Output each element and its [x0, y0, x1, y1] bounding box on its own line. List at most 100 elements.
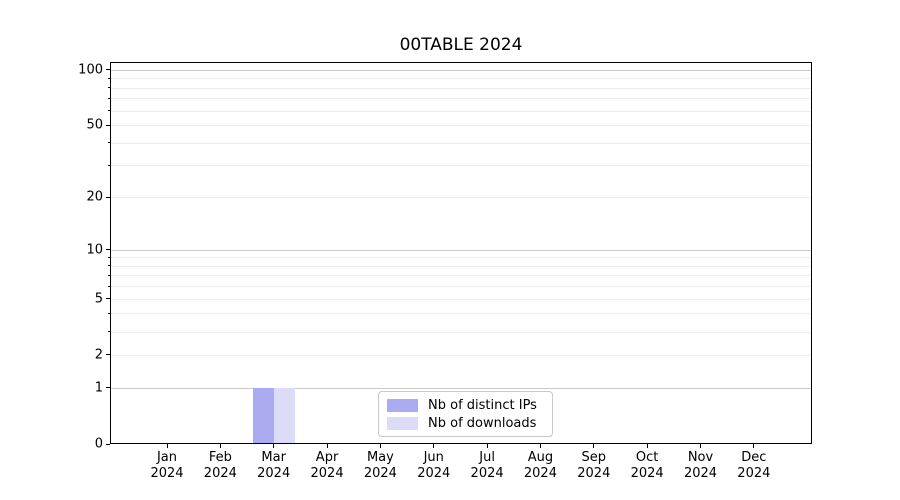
legend-swatch-distinct-ips-icon [387, 398, 418, 412]
x-tick-year: 2024 [257, 465, 291, 481]
x-tick [273, 444, 275, 448]
x-tick-month: Nov [687, 450, 714, 465]
x-tick-year: 2024 [630, 465, 664, 481]
y-tick [106, 196, 110, 198]
x-tick-year: 2024 [363, 465, 397, 481]
y-gridline [111, 257, 811, 259]
y-minor-tick [108, 256, 110, 258]
legend-label-distinct-ips: Nb of distinct IPs [428, 397, 537, 413]
y-gridline [111, 78, 811, 80]
y-gridline [111, 69, 811, 71]
y-tick-label: 5 [94, 291, 103, 307]
y-gridline [111, 249, 811, 251]
x-tick-label: Apr 2024 [311, 450, 344, 481]
y-gridline [111, 98, 811, 100]
y-tick [106, 387, 110, 389]
x-tick-label: Jul 2024 [471, 450, 504, 481]
y-tick-label: 100 [78, 62, 103, 78]
y-gridline [111, 197, 811, 199]
x-tick-month: Feb [208, 450, 232, 465]
y-gridline [111, 275, 811, 277]
x-tick [646, 444, 648, 448]
x-tick [700, 444, 701, 448]
x-tick-year: 2024 [683, 465, 718, 481]
y-gridline [111, 265, 811, 267]
x-tick-year: 2024 [150, 465, 184, 481]
y-gridline [111, 125, 811, 127]
legend: Nb of distinct IPs Nb of downloads [378, 391, 553, 437]
y-tick-label: 20 [86, 189, 103, 205]
legend-label-downloads: Nb of downloads [428, 415, 537, 431]
y-minor-tick [108, 77, 110, 79]
x-tick [166, 444, 168, 448]
y-gridline [111, 87, 811, 89]
x-tick [326, 444, 328, 448]
y-tick [106, 443, 110, 445]
x-tick-month: Apr [315, 450, 339, 465]
x-tick-year: 2024 [523, 465, 557, 481]
x-tick [379, 444, 381, 448]
y-gridline [111, 387, 811, 389]
x-tick-label: Oct 2024 [631, 450, 664, 481]
x-tick [753, 444, 755, 448]
x-tick-month: May [366, 450, 394, 465]
x-tick-label: Mar 2024 [257, 450, 290, 481]
x-tick-year: 2024 [203, 465, 237, 481]
x-tick [539, 444, 541, 448]
x-tick-month: Jul [479, 450, 495, 465]
y-minor-tick [108, 285, 110, 287]
y-minor-tick [108, 274, 110, 276]
x-tick-label: Jun 2024 [417, 450, 450, 481]
x-tick-month: Sep [581, 450, 607, 465]
x-tick-month: Oct [635, 450, 659, 465]
legend-item-downloads: Nb of downloads [387, 415, 544, 431]
plot-area [110, 62, 812, 444]
x-tick-month: Jun [423, 450, 444, 465]
y-gridline [111, 354, 811, 356]
y-gridline [111, 298, 811, 300]
y-minor-tick [108, 142, 110, 144]
y-minor-tick [108, 87, 110, 89]
x-tick-year: 2024 [417, 465, 451, 481]
y-tick [106, 249, 110, 250]
y-minor-tick [108, 110, 110, 112]
x-tick-month: Mar [261, 450, 286, 465]
x-tick [486, 444, 488, 448]
legend-item-distinct-ips: Nb of distinct IPs [387, 397, 544, 413]
y-tick-label: 2 [94, 347, 103, 363]
y-tick-label: 1 [94, 380, 103, 396]
x-tick-month: Dec [741, 450, 767, 465]
y-tick [106, 298, 110, 300]
y-minor-tick [108, 265, 110, 267]
x-tick [593, 444, 595, 448]
y-gridline [111, 165, 811, 167]
bar-nb-of-distinct-ips-mar [252, 387, 274, 443]
x-tick-label: Jan 2024 [150, 450, 183, 481]
x-tick-year: 2024 [577, 465, 611, 481]
y-gridline [111, 110, 811, 112]
x-tick-label: Feb 2024 [204, 450, 237, 481]
x-tick-year: 2024 [737, 465, 771, 481]
x-tick-label: Sep 2024 [577, 450, 610, 481]
y-tick [106, 354, 110, 356]
chart-title: 00TABLE 2024 [399, 35, 523, 55]
y-minor-tick [108, 164, 110, 166]
y-gridline [111, 331, 811, 333]
y-gridline [111, 313, 811, 315]
bar-nb-of-downloads-mar [273, 387, 295, 443]
y-tick [106, 124, 110, 126]
y-minor-tick [108, 331, 110, 333]
y-minor-tick [108, 312, 110, 314]
x-tick [433, 444, 435, 448]
x-tick-year: 2024 [470, 465, 504, 481]
y-tick-label: 0 [94, 436, 103, 452]
x-tick [219, 444, 221, 448]
legend-swatch-downloads-icon [387, 416, 418, 430]
x-tick-label: May 2024 [364, 450, 397, 481]
x-tick-label: Nov 2024 [684, 450, 717, 481]
x-tick-month: Jan [156, 450, 178, 465]
y-minor-tick [108, 97, 110, 99]
x-tick-year: 2024 [310, 465, 344, 481]
y-gridline [111, 142, 811, 144]
